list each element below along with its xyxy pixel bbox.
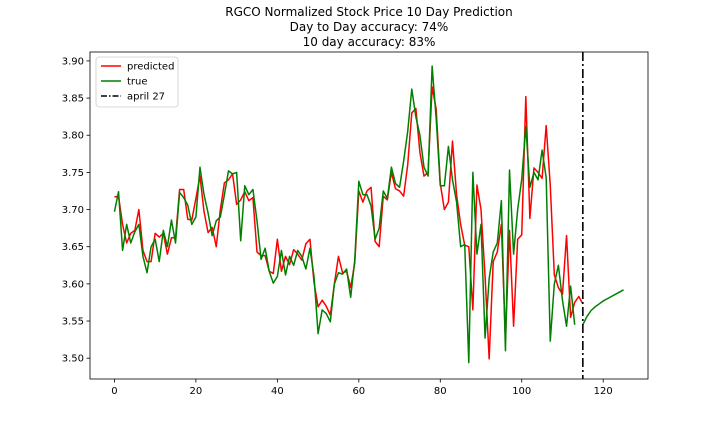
x-tick-label: 100 [512,386,531,397]
x-tick-label: 80 [434,386,447,397]
legend: predicted true april 27 [95,56,179,108]
y-tick-label: 3.75 [62,168,84,179]
y-tick-label: 3.60 [62,279,84,290]
y-tick-label: 3.80 [62,131,84,142]
chart-subtitle-day-accuracy: Day to Day accuracy: 74% [289,20,449,34]
y-tick-label: 3.70 [62,205,84,216]
chart-title: RGCO Normalized Stock Price 10 Day Predi… [225,5,513,19]
y-tick-label: 3.85 [62,94,84,105]
x-tick-label: 0 [111,386,117,397]
y-tick-label: 3.90 [62,56,84,67]
x-tick-label: 20 [190,386,203,397]
x-tick-label: 60 [352,386,365,397]
chart-subtitle-10day-accuracy: 10 day accuracy: 83% [302,35,436,49]
y-tick-label: 3.55 [62,317,84,328]
series-forecast-line [582,289,624,326]
x-tick-label: 120 [594,386,613,397]
plot-frame [89,51,649,380]
legend-entry-true-label: true [127,77,148,88]
legend-box [95,56,179,108]
x-tick-label: 40 [271,386,284,397]
legend-entry-predicted-label: predicted [127,62,174,73]
y-tick-label: 3.65 [62,242,84,253]
series-true-line [113,65,576,364]
y-tick-label: 3.50 [62,354,84,365]
legend-entry-april-27-label: april 27 [127,92,165,103]
